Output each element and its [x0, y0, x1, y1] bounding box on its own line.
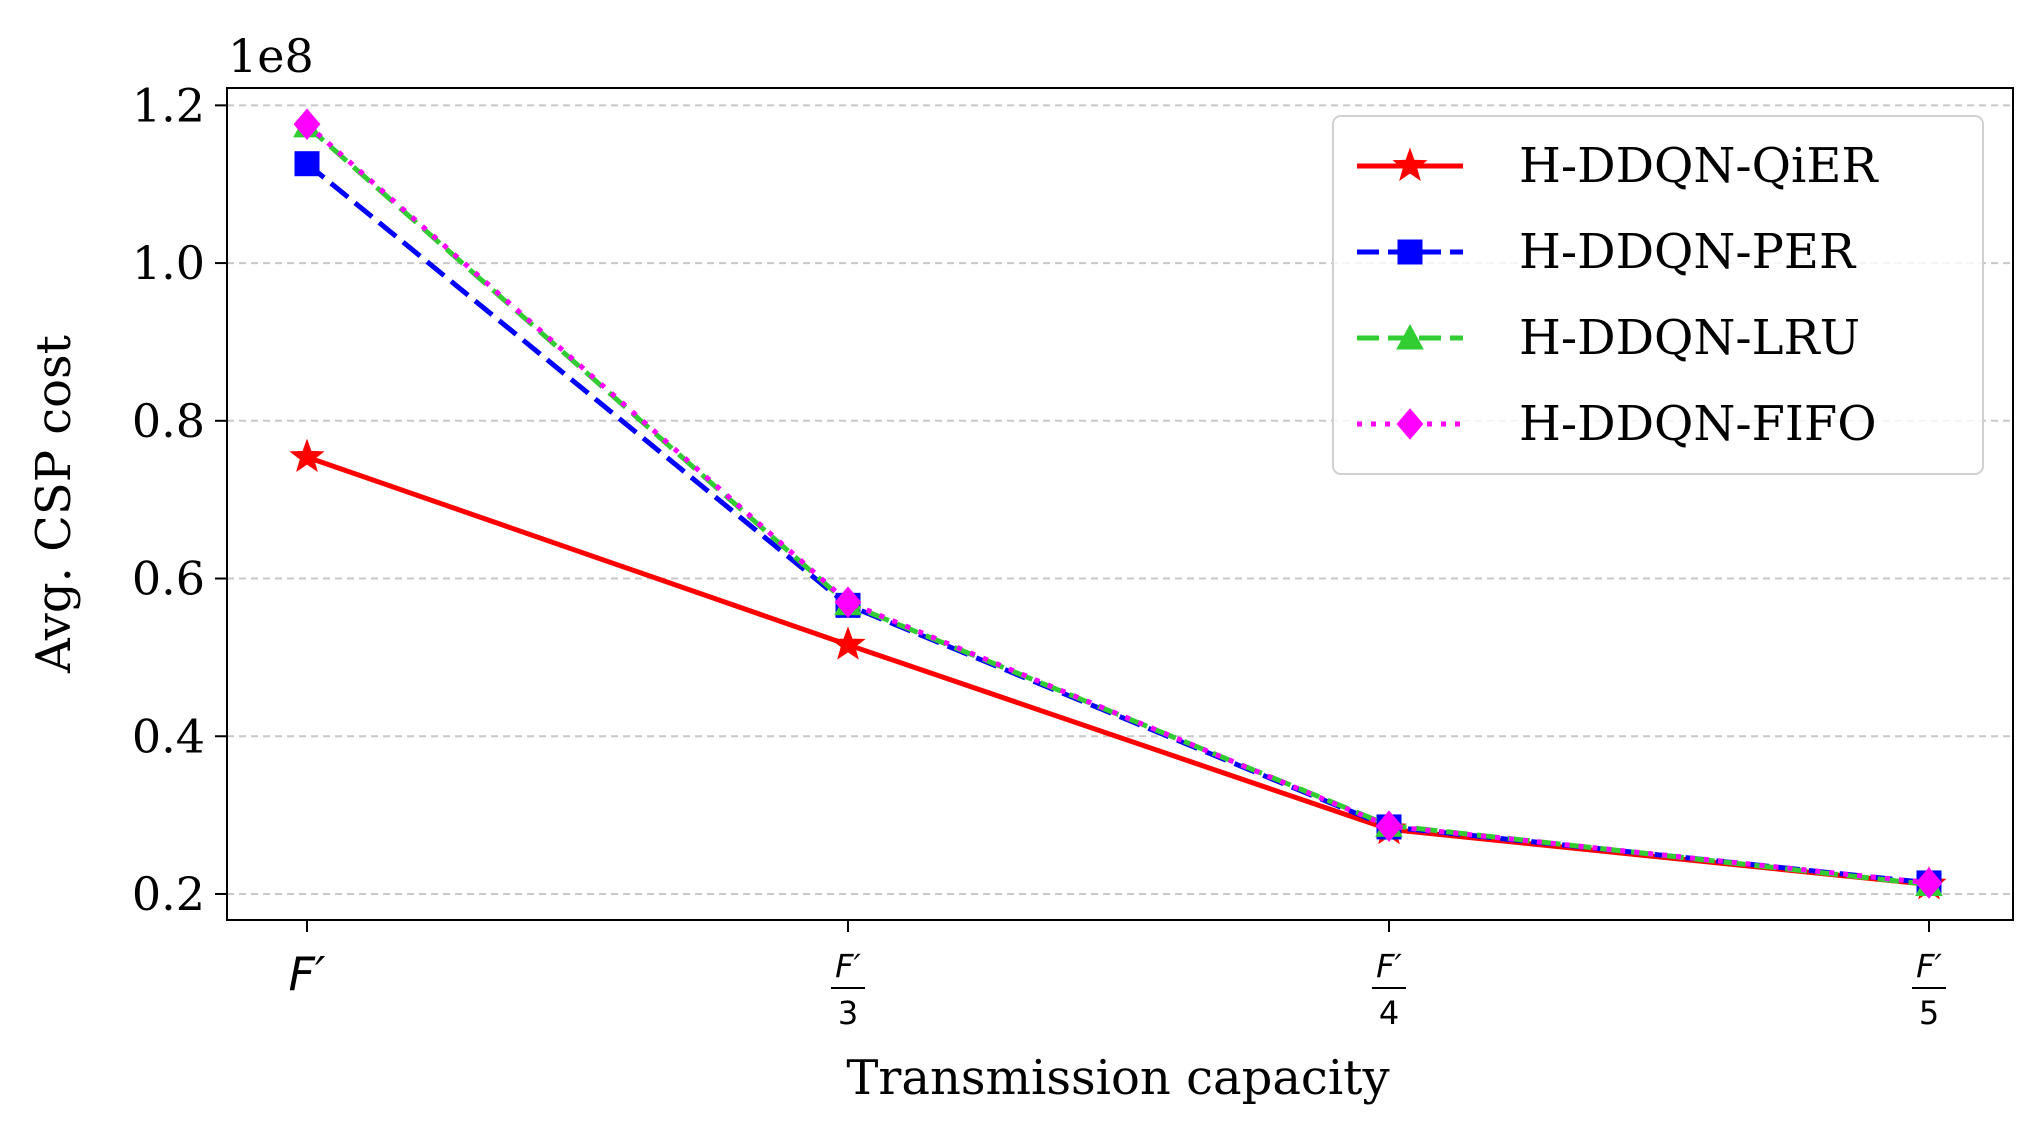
- plot-frame: [226, 87, 2014, 921]
- legend-marker: [1397, 239, 1423, 265]
- data-point: [1375, 810, 1403, 842]
- legend-marker: [1392, 147, 1428, 181]
- legend-label: H-DDQN-PER: [1519, 224, 1857, 280]
- y-tick-label: 0.6: [132, 552, 205, 606]
- data-point: [830, 626, 866, 660]
- y-tick-label: 1.2: [132, 78, 205, 132]
- data-point: [1915, 867, 1943, 899]
- x-tick-numerator: F′: [1916, 947, 1942, 985]
- x-axis-ticks: F′ F′ 3 F′ 4 F′ 5: [289, 920, 1946, 1032]
- series-line: [305, 124, 1930, 887]
- x-tick-label: F′ 4: [1372, 947, 1406, 1032]
- legend-entry: H-DDQN-QiER: [1357, 138, 1879, 194]
- legend-entry: H-DDQN-PER: [1357, 224, 1857, 280]
- legend-marker: [1396, 408, 1424, 440]
- y-tick-label: 0.2: [132, 867, 205, 921]
- legend-entry: H-DDQN-LRU: [1357, 310, 1860, 366]
- x-tick-denominator: 3: [838, 994, 858, 1032]
- y-offset-label: 1e8: [228, 29, 314, 83]
- x-tick-text: F′: [289, 947, 326, 1001]
- y-tick-label: 1.0: [132, 236, 205, 290]
- x-axis-label: Transmission capacity: [846, 1050, 1389, 1106]
- x-tick-numerator: F′: [1376, 947, 1402, 985]
- x-tick-denominator: 4: [1379, 994, 1399, 1032]
- legend-label: H-DDQN-FIFO: [1519, 396, 1877, 452]
- data-point: [289, 438, 325, 472]
- legend-entry: H-DDQN-FIFO: [1357, 396, 1877, 452]
- x-tick-label: F′ 5: [1912, 947, 1946, 1032]
- series-line: [305, 161, 1930, 886]
- legend-marker: [1396, 323, 1424, 350]
- series-lines: [289, 108, 1947, 900]
- x-tick-label: F′: [289, 947, 326, 1001]
- x-tick-numerator: F′: [835, 947, 861, 985]
- legend-label: H-DDQN-LRU: [1519, 310, 1860, 366]
- y-tick-label: 0.4: [132, 709, 205, 763]
- data-point: [834, 586, 862, 618]
- data-point: [293, 108, 321, 141]
- legend-label: H-DDQN-QiER: [1519, 138, 1879, 194]
- x-tick-label: F′ 3: [831, 947, 865, 1032]
- legend-box: [1332, 115, 1984, 475]
- legend: H-DDQN-QiER H-DDQN-PER H-DDQN-LRU H-DDQN-FI…: [1332, 115, 1984, 475]
- y-axis-ticks: 0.2 0.4 0.6 0.8 1.0 1.2: [132, 78, 227, 921]
- data-point: [294, 151, 320, 177]
- series-h-ddqn-fifo: [293, 108, 1943, 899]
- series-line: [306, 454, 1930, 887]
- series-h-ddqn-qier: [289, 438, 1947, 900]
- y-tick-label: 0.8: [132, 394, 205, 448]
- x-tick-denominator: 5: [1919, 994, 1939, 1032]
- y-axis-label: Avg. CSP cost: [26, 335, 82, 674]
